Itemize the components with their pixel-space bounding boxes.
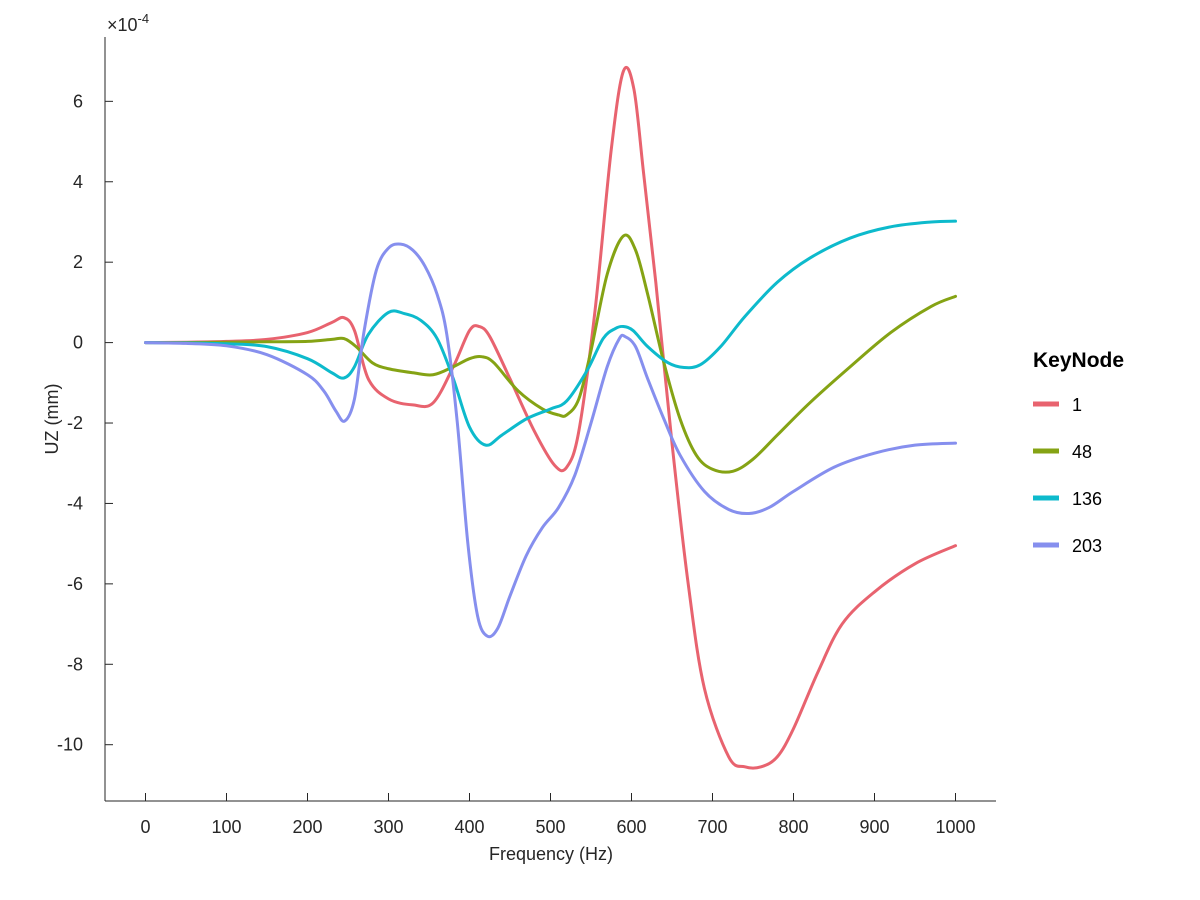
y-tick-label: 0 bbox=[73, 333, 83, 353]
x-tick-label: 200 bbox=[292, 817, 322, 837]
series-line-203 bbox=[144, 242, 957, 639]
y-tick-label: -10 bbox=[57, 735, 83, 755]
series-line-136 bbox=[144, 219, 957, 447]
x-tick-label: 400 bbox=[454, 817, 484, 837]
legend-label-203: 203 bbox=[1072, 536, 1102, 556]
legend-title: KeyNode bbox=[1033, 349, 1124, 372]
x-axis-title: Frequency (Hz) bbox=[489, 844, 613, 864]
series-line-1 bbox=[144, 65, 957, 770]
x-tick-label: 900 bbox=[859, 817, 889, 837]
x-tick-label: 800 bbox=[778, 817, 808, 837]
x-ticks: 0 100 200 300 400 500 600 700 800 900 1000 bbox=[140, 793, 976, 837]
legend-label-136: 136 bbox=[1072, 489, 1102, 509]
legend-label-1: 1 bbox=[1072, 395, 1082, 415]
y-ticks: 6 4 2 0 -2 -4 -6 -8 -10 bbox=[57, 91, 113, 755]
y-tick-label: -4 bbox=[67, 493, 83, 513]
y-tick-label: -8 bbox=[67, 654, 83, 674]
y-exponent-power: -4 bbox=[138, 11, 150, 26]
legend-label-48: 48 bbox=[1072, 442, 1092, 462]
legend: KeyNode 1 48 136 203 bbox=[1033, 349, 1124, 556]
y-tick-label: -6 bbox=[67, 574, 83, 594]
y-tick-label: 2 bbox=[73, 252, 83, 272]
x-tick-label: 600 bbox=[616, 817, 646, 837]
y-axis-title: UZ (mm) bbox=[42, 384, 62, 455]
x-tick-label: 0 bbox=[140, 817, 150, 837]
x-tick-label: 300 bbox=[373, 817, 403, 837]
x-tick-label: 500 bbox=[535, 817, 565, 837]
y-tick-label: 4 bbox=[73, 172, 83, 192]
x-tick-label: 700 bbox=[697, 817, 727, 837]
y-tick-label: -2 bbox=[67, 413, 83, 433]
axes bbox=[104, 37, 996, 802]
series-line-48 bbox=[144, 233, 957, 474]
y-exponent-base: ×10 bbox=[107, 15, 138, 35]
x-tick-label: 1000 bbox=[935, 817, 975, 837]
legend-items: 1 48 136 203 bbox=[1033, 395, 1102, 556]
series-lines bbox=[144, 65, 957, 770]
y-exponent-label: ×10-4 bbox=[107, 11, 149, 35]
x-tick-label: 100 bbox=[211, 817, 241, 837]
y-tick-label: 6 bbox=[73, 91, 83, 111]
